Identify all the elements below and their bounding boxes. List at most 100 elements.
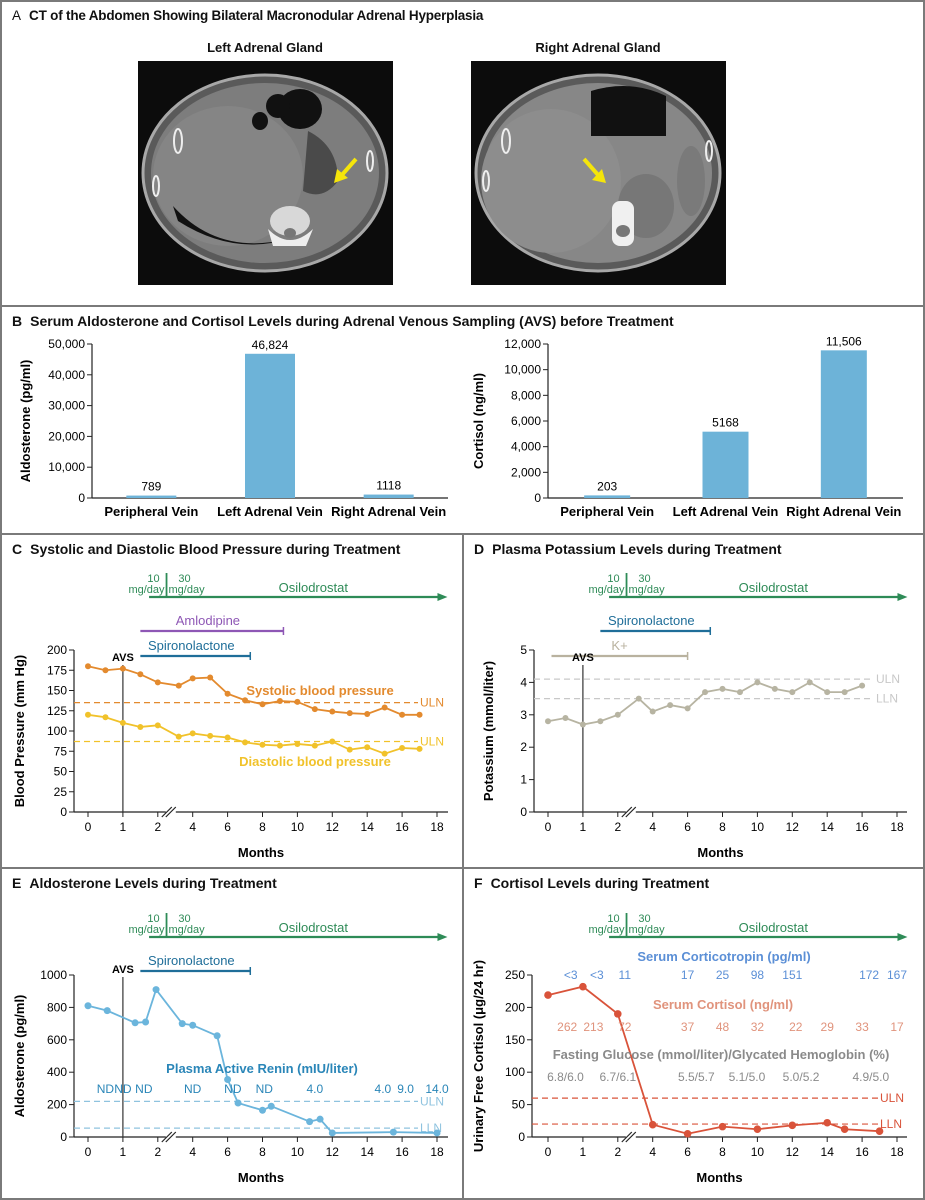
- x-tick-label: 1: [580, 1145, 587, 1159]
- dose2-value: 30: [638, 913, 650, 925]
- treatment-label: K+: [611, 638, 627, 653]
- x-tick-label: 4: [649, 1145, 656, 1159]
- data-point: [754, 679, 761, 686]
- x-axis-label: Months: [697, 845, 743, 860]
- renin-value-label: ND: [114, 1082, 132, 1096]
- glucose-value-label: 5.0/5.2: [783, 1070, 820, 1084]
- x-tick-label: 14: [821, 820, 835, 834]
- panel-f-title: F Cortisol Levels during Treatment: [474, 875, 709, 891]
- data-point: [259, 741, 266, 748]
- panel-c: C Systolic and Diastolic Blood Pressure d…: [0, 533, 464, 869]
- data-point: [175, 682, 182, 689]
- reference-label: ULN: [420, 1094, 444, 1108]
- serum-cortisol-value-label: 29: [821, 1020, 835, 1034]
- data-point: [175, 733, 182, 740]
- x-tick-label: 0: [545, 1145, 552, 1159]
- x-tick-label: 2: [154, 820, 161, 834]
- treatment-bar-amlodipine: Amlodipine: [140, 613, 285, 635]
- data-point: [329, 738, 336, 745]
- x-axis-label: Months: [696, 1170, 742, 1185]
- category-label: Left Adrenal Vein: [673, 504, 779, 519]
- y-tick-label: 25: [54, 785, 68, 799]
- renin-title: Plasma Active Renin (mIU/liter): [166, 1061, 358, 1076]
- y-tick-label: 30,000: [48, 399, 85, 413]
- treatment-label: Spironolactone: [148, 953, 235, 968]
- data-point: [85, 711, 91, 718]
- y-tick-label: 150: [47, 684, 67, 698]
- y-tick-label: 2,000: [511, 465, 541, 479]
- axis-break-icon: [165, 806, 177, 818]
- corticotropin-title: Serum Corticotropin (pg/ml): [637, 949, 810, 964]
- data-point: [875, 1127, 884, 1135]
- dose1-value: 10: [147, 913, 159, 925]
- y-tick-label: 4,000: [511, 440, 541, 454]
- panel-letter: C: [12, 541, 23, 557]
- x-tick-label: 6: [684, 820, 691, 834]
- treatment-bar-spironolactone: Spironolactone: [140, 953, 252, 975]
- x-tick-label: 10: [751, 820, 765, 834]
- axis-break-icon: [625, 806, 637, 818]
- right-gland-label: Right Adrenal Gland: [535, 40, 661, 55]
- data-point: [649, 708, 656, 715]
- x-tick-label: 1: [580, 820, 587, 834]
- ct-scan-right-graphic: [474, 73, 722, 273]
- data-point: [399, 711, 406, 718]
- data-point: [433, 1129, 441, 1137]
- corticotropin-value-label: 25: [716, 968, 730, 982]
- glucose-value-label: 6.8/6.0: [547, 1070, 584, 1084]
- x-tick-label: 16: [395, 1145, 409, 1159]
- y-tick-label: 125: [47, 704, 67, 718]
- data-point: [329, 708, 336, 715]
- data-point: [683, 1129, 692, 1138]
- data-point: [224, 690, 231, 697]
- dose1-unit: mg/day: [588, 924, 625, 936]
- dose1-unit: mg/day: [588, 584, 625, 596]
- arrow-icon-right: [582, 157, 606, 183]
- x-tick-label: 6: [224, 820, 231, 834]
- data-point: [311, 706, 318, 713]
- y-tick-label: 3: [520, 708, 527, 722]
- x-tick-label: 1: [120, 1145, 127, 1159]
- arrow-head-icon: [437, 933, 448, 941]
- panel-letter: E: [12, 875, 22, 891]
- y-tick-label: 200: [505, 1000, 525, 1014]
- glucose-value-label: 5.5/5.7: [678, 1070, 715, 1084]
- data-point: [824, 689, 831, 696]
- x-tick-label: 2: [614, 820, 621, 834]
- panel-title-text: Aldosterone Levels during Treatment: [29, 875, 277, 891]
- data-point: [178, 1020, 186, 1028]
- reference-label: ULN: [420, 735, 444, 749]
- corticotropin-value-label: 172: [859, 968, 879, 982]
- treatment-label: Osilodrostat: [739, 580, 809, 595]
- left-gland-label: Left Adrenal Gland: [207, 40, 323, 55]
- y-tick-label: 40,000: [48, 368, 85, 382]
- data-point: [103, 1007, 111, 1015]
- dose2-value: 30: [178, 573, 190, 585]
- x-tick-label: 12: [786, 820, 800, 834]
- systolic-label: Systolic blood pressure: [246, 683, 393, 698]
- data-point: [234, 1099, 242, 1107]
- treatment-bar-spironolactone: Spironolactone: [140, 638, 252, 660]
- glucose-value-label: 5.1/5.0: [729, 1070, 766, 1084]
- bar-value-label: 789: [141, 480, 161, 494]
- data-point: [242, 697, 249, 704]
- data-point: [259, 701, 266, 708]
- data-point: [667, 702, 674, 709]
- data-point: [207, 732, 214, 739]
- x-tick-label: 0: [545, 820, 552, 834]
- data-point: [579, 982, 587, 991]
- series-diastolic-blood-pressure: [85, 711, 423, 757]
- data-point: [189, 1021, 197, 1029]
- y-tick-label: 10,000: [48, 460, 85, 474]
- ct-scan-left-graphic: [141, 73, 389, 273]
- reference-label: ULN: [880, 1091, 904, 1105]
- panel-c-title: C Systolic and Diastolic Blood Pressure d…: [12, 541, 400, 557]
- data-point: [259, 1106, 266, 1114]
- data-point: [224, 1075, 232, 1083]
- x-tick-label: 14: [361, 820, 375, 834]
- bar-value-label: 5168: [712, 416, 739, 430]
